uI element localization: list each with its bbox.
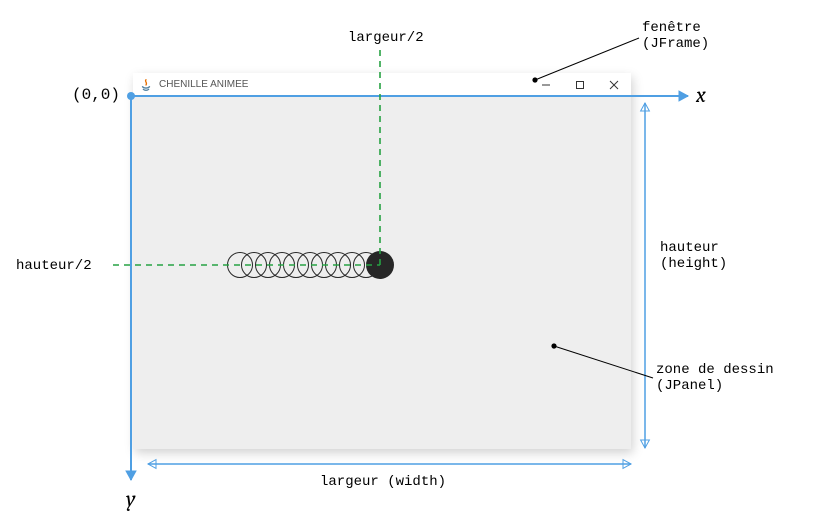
maximize-button[interactable]: [563, 73, 597, 96]
half-height-label: hauteur/2: [16, 258, 92, 274]
jframe-window: CHENILLE ANIMEE: [133, 73, 631, 449]
jframe-ann-label: fenêtre (JFrame): [642, 20, 709, 52]
java-app-icon: [139, 78, 153, 92]
jpanel-drawing-area: [133, 97, 631, 449]
x-axis-label: x: [696, 82, 706, 108]
window-controls: [529, 73, 631, 96]
height-dim-label: hauteur (height): [660, 240, 727, 272]
origin-label: (0,0): [72, 86, 120, 104]
window-title: CHENILLE ANIMEE: [159, 79, 248, 90]
titlebar: CHENILLE ANIMEE: [133, 73, 631, 97]
y-axis-label: y: [126, 486, 135, 512]
jpanel-ann-label: zone de dessin (JPanel): [656, 362, 774, 394]
minimize-button[interactable]: [529, 73, 563, 96]
close-button[interactable]: [597, 73, 631, 96]
width-dim-label: largeur (width): [320, 474, 446, 490]
half-width-label: largeur/2: [348, 30, 424, 46]
